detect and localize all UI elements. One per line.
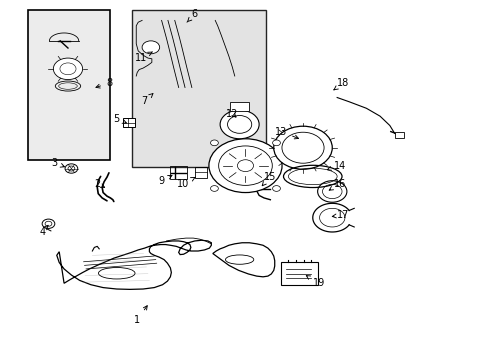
Text: 19: 19	[305, 275, 324, 288]
Polygon shape	[212, 243, 274, 277]
Text: 1: 1	[134, 306, 147, 325]
Text: 8: 8	[96, 78, 112, 88]
Circle shape	[272, 140, 280, 146]
Bar	[27, 10, 110, 160]
Text: 5: 5	[113, 114, 126, 124]
Text: 15: 15	[262, 172, 276, 186]
Circle shape	[53, 58, 82, 80]
Bar	[122, 118, 135, 127]
Circle shape	[208, 139, 282, 193]
Text: 17: 17	[332, 210, 348, 220]
Circle shape	[210, 186, 218, 192]
Circle shape	[65, 164, 78, 173]
Text: 2: 2	[94, 179, 104, 189]
Bar	[132, 10, 266, 167]
Bar	[281, 262, 317, 285]
Text: 7: 7	[141, 94, 153, 106]
Bar	[169, 166, 187, 179]
Text: 9: 9	[158, 175, 172, 186]
Text: 12: 12	[225, 109, 238, 119]
Polygon shape	[57, 240, 211, 289]
Circle shape	[142, 41, 159, 54]
Circle shape	[272, 186, 280, 192]
Circle shape	[220, 110, 259, 139]
Circle shape	[273, 126, 331, 169]
Text: 13: 13	[274, 127, 298, 139]
Bar	[229, 102, 249, 111]
Text: 4: 4	[39, 225, 48, 237]
Circle shape	[42, 219, 55, 228]
Text: 14: 14	[326, 161, 345, 171]
Text: 10: 10	[177, 177, 195, 189]
Bar	[394, 132, 404, 138]
Circle shape	[210, 140, 218, 146]
Text: 3: 3	[51, 158, 64, 168]
Text: 6: 6	[186, 9, 198, 22]
Circle shape	[237, 160, 253, 172]
Text: 11: 11	[135, 52, 152, 63]
Text: 18: 18	[333, 78, 348, 90]
Text: 16: 16	[328, 179, 345, 190]
Bar	[194, 167, 206, 178]
